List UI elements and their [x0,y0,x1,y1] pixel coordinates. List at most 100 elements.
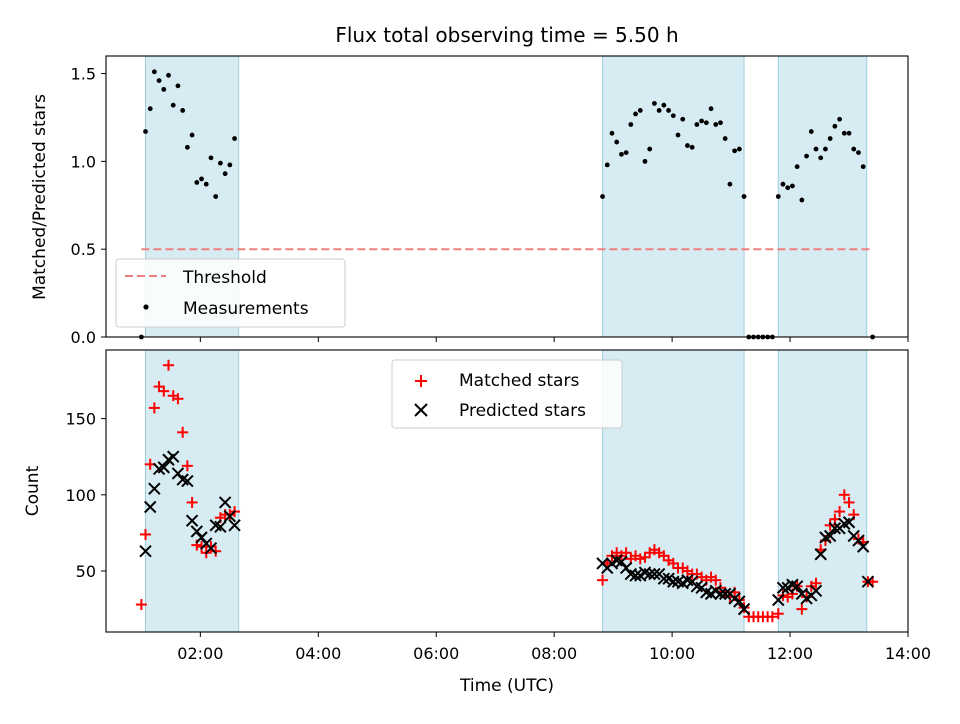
measurement-point-8 [175,83,181,89]
legend-matched-swatch [415,375,427,387]
bottom-shaded-intervals [145,349,868,633]
measurement-point-32 [652,101,657,106]
matched-star-point-58 [772,608,784,620]
measurement-point-9 [180,108,186,113]
top-legend: Threshold Measurements [115,258,346,328]
top-y-axis-label: Matched/Predicted stars [30,94,50,300]
legend-matched-label: Matched stars [459,371,579,391]
predicted-star-point-55 [790,580,804,593]
predicted-star-point-66 [842,516,856,529]
measurement-point-50 [736,146,742,152]
measurement-point-19 [227,162,233,168]
chart-title: Flux total observing time = 5.50 h [335,23,678,47]
measurement-point-59 [780,181,786,187]
measurement-point-73 [846,130,852,136]
matched-star-point-5 [158,385,170,397]
matched-star-point-69 [824,519,836,531]
x-tick-label-1: 04:00 [295,644,341,663]
top-y-tick-label-3: 1.5 [71,65,96,84]
measurement-point-12 [194,180,200,185]
predicted-star-point-16 [214,520,227,534]
measurement-point-64 [804,153,809,159]
top-shaded-interval-3 [777,55,868,338]
predicted-star-point-30 [643,567,656,581]
measurement-point-31 [647,146,653,152]
bottom-x-ticks: 02:00 04:00 06:00 08:00 10:00 12:00 14:00 [177,632,931,663]
bottom-y-tick-label-0: 50 [76,562,96,581]
predicted-star-point-63 [828,522,842,535]
matched-star-point-63 [796,603,808,615]
measurement-point-44 [708,106,714,112]
measurement-point-42 [699,118,705,124]
top-y-tick-label-0: 0.0 [71,328,96,347]
count-points [135,359,879,623]
bottom-y-axis-label: Count [23,465,43,516]
measurement-point-10 [184,144,190,150]
measurement-point-67 [818,155,824,161]
measurement-point-7 [170,102,176,108]
matched-star-point-21 [597,574,609,586]
measurement-point-51 [741,194,747,199]
predicted-star-point-27 [629,569,642,582]
measurement-point-69 [827,136,833,141]
measurement-point-20 [232,136,237,141]
bottom-shaded-interval-2 [602,349,745,633]
measurement-point-27 [628,122,634,127]
predicted-star-point-1 [144,500,157,514]
matched-star-point-0 [135,599,147,611]
x-tick-label-6: 14:00 [885,644,931,663]
top-plot-frame [105,55,909,338]
predicted-star-point-0 [139,545,152,558]
measurement-point-43 [703,120,709,126]
x-tick-label-2: 06:00 [413,644,459,663]
matched-star-point-11 [186,496,198,508]
predicted-star-point-33 [657,572,671,585]
x-tick-label-3: 08:00 [531,644,577,663]
matched-star-point-16 [210,545,222,557]
measurement-point-16 [213,194,219,199]
bottom-y-tick-label-1: 100 [65,486,96,505]
predicted-star-point-4 [157,461,170,474]
measurement-point-40 [689,144,695,150]
predicted-star-point-70 [861,575,875,588]
measurement-point-72 [841,130,847,136]
predicted-star-point-10 [185,514,199,527]
measurement-point-2 [147,106,153,112]
bottom-shaded-interval-1 [145,349,240,633]
x-tick-label-0: 02:00 [177,644,223,663]
predicted-star-point-9 [181,474,194,488]
bottom-legend: Matched stars Predicted stars [391,359,623,429]
measurement-point-61 [790,183,795,189]
measurement-point-21 [600,194,605,199]
legend-measurements-swatch [143,304,149,310]
matched-star-point-57 [766,611,778,623]
predicted-star-point-69 [856,540,870,553]
measurement-point-37 [675,132,681,138]
measurement-point-22 [604,162,610,168]
measurement-point-23 [609,130,615,136]
measurement-point-62 [794,164,800,170]
predicted-star-point-19 [228,519,241,532]
measurement-point-36 [670,113,676,119]
predicted-star-point-51 [772,593,785,607]
measurement-point-46 [718,120,723,126]
measurement-point-18 [222,171,228,177]
measurement-point-41 [694,122,700,127]
predicted-star-point-50 [737,602,751,616]
predicted-star-point-2 [148,482,161,495]
measurement-point-75 [856,150,861,155]
predicted-star-point-60 [814,548,827,561]
matched-star-point-6 [163,359,175,371]
matched-star-point-66 [810,577,822,589]
legend-threshold-label: Threshold [182,268,267,288]
measurement-point-68 [823,146,828,152]
bottom-legend-box [391,359,623,429]
measurement-point-76 [860,164,866,170]
predicted-star-point-62 [823,529,837,543]
matched-star-point-10 [181,460,193,472]
matched-star-point-3 [148,402,160,414]
measurement-point-28 [633,111,638,117]
measurement-point-5 [161,86,167,92]
predicted-star-point-59 [809,584,823,598]
